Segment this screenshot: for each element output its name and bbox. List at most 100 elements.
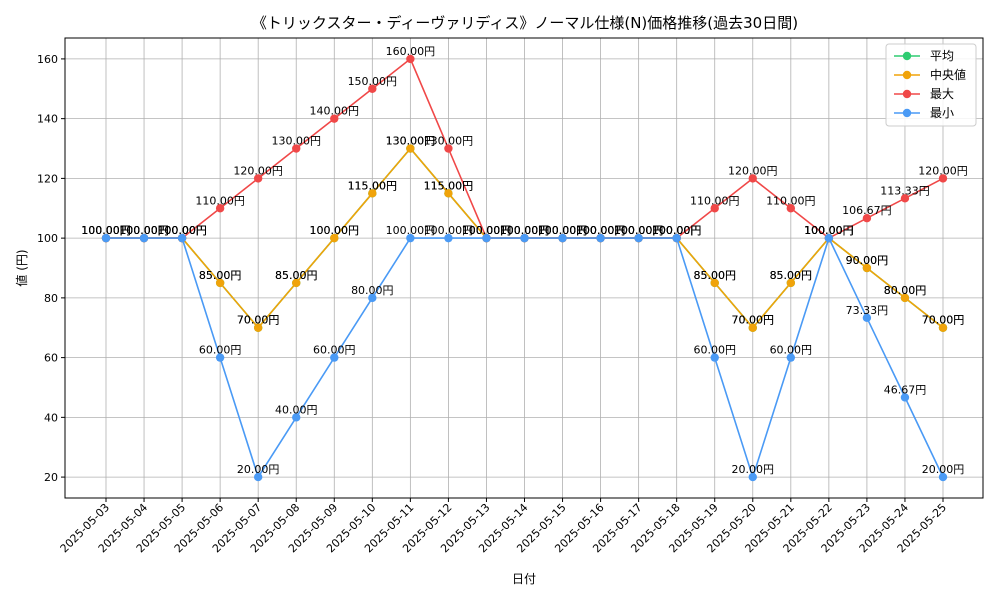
- data-point: [215, 204, 225, 213]
- data-label: 100.00円: [804, 224, 854, 237]
- data-label: 90.00円: [846, 254, 889, 267]
- legend-label: 最小: [930, 106, 954, 120]
- data-point: [253, 472, 263, 482]
- data-point: [406, 144, 415, 153]
- data-point: [938, 174, 948, 183]
- data-point: [900, 194, 910, 203]
- data-label: 110.00円: [195, 194, 245, 207]
- data-label: 100.00円: [614, 224, 664, 237]
- data-point: [824, 233, 834, 243]
- data-label: 120.00円: [918, 164, 968, 177]
- data-label: 100.00円: [81, 224, 131, 237]
- data-label: 85.00円: [693, 269, 736, 282]
- data-label: 70.00円: [732, 314, 775, 327]
- data-label: 60.00円: [770, 344, 813, 357]
- data-label: 100.00円: [386, 224, 436, 237]
- data-label: 120.00円: [233, 164, 283, 177]
- legend-marker: [902, 89, 912, 99]
- data-label: 100.00円: [500, 224, 550, 237]
- legend-label: 平均: [930, 49, 954, 63]
- data-label: 100.00円: [310, 224, 360, 237]
- data-point: [862, 214, 872, 223]
- data-point: [215, 278, 225, 288]
- y-tick-label: 120: [37, 172, 58, 185]
- data-point: [330, 353, 339, 362]
- data-label: 85.00円: [199, 269, 242, 282]
- data-label: 73.33円: [846, 304, 889, 317]
- legend-marker: [902, 51, 912, 61]
- data-point: [786, 353, 796, 362]
- data-label: 100.00円: [576, 224, 626, 237]
- data-label: 100.00円: [576, 224, 626, 237]
- data-point: [406, 54, 415, 64]
- data-label: 60.00円: [313, 344, 356, 357]
- data-point: [444, 144, 453, 153]
- data-label: 100.00円: [538, 224, 588, 237]
- data-point: [406, 233, 415, 243]
- data-label: 85.00円: [770, 269, 813, 282]
- data-point: [444, 233, 453, 243]
- data-point: [786, 278, 796, 288]
- data-label: 100.00円: [500, 224, 550, 237]
- data-point: [292, 144, 301, 153]
- data-label: 120.00円: [728, 164, 778, 177]
- data-point: [368, 84, 377, 93]
- data-point: [101, 233, 111, 243]
- legend-label: 中央値: [930, 67, 966, 82]
- data-point: [368, 189, 377, 198]
- data-label: 100.00円: [804, 224, 854, 237]
- data-label: 130.00円: [271, 135, 321, 148]
- data-label: 100.00円: [119, 224, 169, 237]
- data-labels: 100.00円100.00円100.00円85.00円70.00円85.00円1…: [81, 45, 968, 476]
- data-label: 100.00円: [81, 224, 131, 237]
- data-label: 100.00円: [119, 224, 169, 237]
- data-label: 100.00円: [119, 224, 169, 237]
- data-point: [900, 393, 910, 402]
- data-point: [482, 233, 491, 243]
- data-label: 100.00円: [157, 224, 207, 237]
- data-label: 100.00円: [576, 224, 626, 237]
- data-label: 110.00円: [766, 194, 816, 207]
- data-label: 100.00円: [652, 224, 702, 237]
- data-label: 70.00円: [237, 314, 280, 327]
- data-point: [215, 353, 225, 362]
- legend-box: [885, 43, 977, 127]
- data-label: 115.00円: [424, 179, 474, 192]
- data-label: 100.00円: [614, 224, 664, 237]
- chart-title: 《トリックスター・ディーヴァリディス》ノーマル仕様(N)価格推移(過去30日間): [252, 14, 798, 32]
- data-point: [900, 293, 910, 303]
- data-point: [330, 114, 339, 123]
- data-label: 100.00円: [614, 224, 664, 237]
- data-label: 100.00円: [462, 224, 512, 237]
- legend-label: 最大: [930, 87, 954, 101]
- data-point: [292, 413, 301, 422]
- data-label: 100.00円: [804, 224, 854, 237]
- data-point: [748, 323, 757, 332]
- series-layer: [101, 54, 948, 482]
- data-label: 20.00円: [237, 463, 280, 476]
- data-point: [710, 278, 719, 288]
- data-label: 110.00円: [690, 194, 740, 207]
- data-point: [786, 204, 796, 213]
- data-label: 115.00円: [348, 179, 398, 192]
- data-label: 100.00円: [157, 224, 207, 237]
- data-point: [710, 353, 719, 362]
- data-label: 85.00円: [275, 269, 318, 282]
- data-label: 150.00円: [348, 75, 398, 88]
- data-label: 100.00円: [157, 224, 207, 237]
- data-point: [748, 472, 757, 482]
- data-label: 100.00円: [119, 224, 169, 237]
- data-label: 100.00円: [500, 224, 550, 237]
- y-tick-label: 100: [37, 232, 58, 245]
- data-label: 140.00円: [310, 105, 360, 118]
- data-label: 20.00円: [732, 463, 775, 476]
- data-point: [368, 293, 377, 303]
- data-label: 20.00円: [922, 463, 965, 476]
- data-label: 46.67円: [884, 383, 927, 396]
- y-tick-label: 40: [44, 411, 58, 424]
- data-point: [596, 233, 605, 243]
- legend-marker: [902, 108, 912, 118]
- data-label: 130.00円: [386, 135, 436, 148]
